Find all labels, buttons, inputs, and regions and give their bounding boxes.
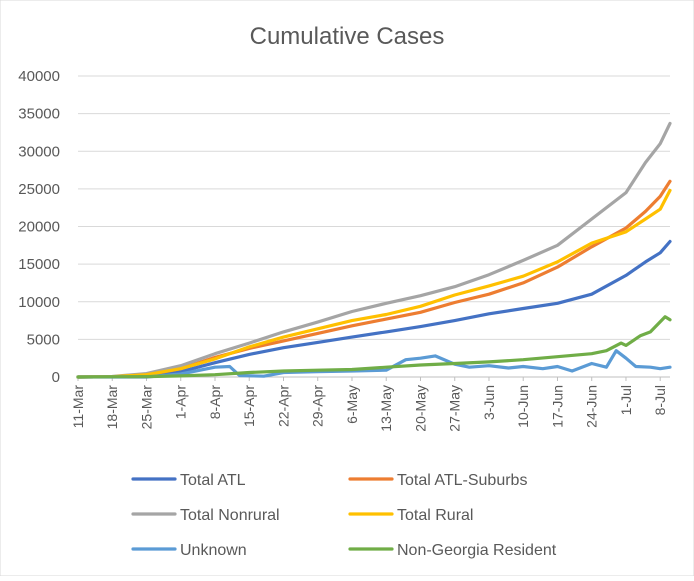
legend-label: Total Nonrural xyxy=(180,507,280,524)
y-tick-label: 15000 xyxy=(18,256,60,273)
legend-item: Unknown xyxy=(131,542,247,559)
legend-item: Total Rural xyxy=(348,507,473,524)
series-lines xyxy=(76,121,672,379)
series-line xyxy=(76,315,672,379)
x-tick-label: 6-May xyxy=(344,385,360,424)
legend-label: Non-Georgia Resident xyxy=(397,542,557,559)
legend-item: Total ATL-Suburbs xyxy=(348,472,527,489)
y-tick-label: 10000 xyxy=(18,294,60,311)
x-tick-label: 10-Jun xyxy=(515,385,531,428)
legend-label: Total ATL-Suburbs xyxy=(397,472,527,489)
x-tick-label: 25-Mar xyxy=(138,385,154,430)
legend-label: Total Rural xyxy=(397,507,473,524)
y-tick-label: 25000 xyxy=(18,181,60,198)
x-tick-label: 1-Apr xyxy=(173,385,189,420)
series-line xyxy=(76,188,672,379)
legend-item: Non-Georgia Resident xyxy=(348,542,557,559)
legend: Total ATL Total ATL-Suburbs Total Nonrural… xyxy=(131,472,557,559)
x-tick-label: 17-Jun xyxy=(549,385,565,428)
x-tick-label: 11-Mar xyxy=(70,385,86,429)
x-tick-label: 15-Apr xyxy=(241,385,257,427)
x-tick-label: 13-May xyxy=(378,385,394,432)
x-tick-label: 8-Apr xyxy=(207,385,223,420)
y-tick-label: 40000 xyxy=(18,68,60,85)
x-axis: 11-Mar 18-Mar 25-Mar 1-Apr 8-Apr 15-Apr 22-Apr… xyxy=(70,377,668,432)
y-axis: 0 5000 10000 15000 20000 25000 30000 35000 40000 xyxy=(18,68,60,386)
legend-item: Total ATL xyxy=(131,472,246,489)
series-line xyxy=(76,239,672,379)
legend-label: Total ATL xyxy=(180,472,246,489)
x-tick-label: 27-May xyxy=(447,385,463,432)
series-line xyxy=(76,121,672,379)
x-tick-label: 29-Apr xyxy=(310,385,326,427)
legend-item: Total Nonrural xyxy=(131,507,280,524)
chart-title: Cumulative Cases xyxy=(250,23,445,50)
x-tick-label: 1-Jul xyxy=(618,385,634,415)
x-tick-label: 24-Jun xyxy=(584,385,600,428)
y-tick-label: 30000 xyxy=(18,143,60,160)
y-tick-label: 0 xyxy=(52,369,60,386)
legend-label: Unknown xyxy=(180,542,247,559)
x-tick-label: 20-May xyxy=(412,385,428,432)
y-tick-label: 20000 xyxy=(18,219,60,236)
x-tick-label: 18-Mar xyxy=(104,385,120,430)
gridlines xyxy=(78,75,670,378)
x-tick-label: 8-Jul xyxy=(652,385,668,415)
y-tick-label: 5000 xyxy=(27,331,60,348)
y-tick-label: 35000 xyxy=(18,106,60,123)
x-tick-label: 22-Apr xyxy=(275,385,291,427)
x-tick-label: 3-Jun xyxy=(481,385,497,420)
